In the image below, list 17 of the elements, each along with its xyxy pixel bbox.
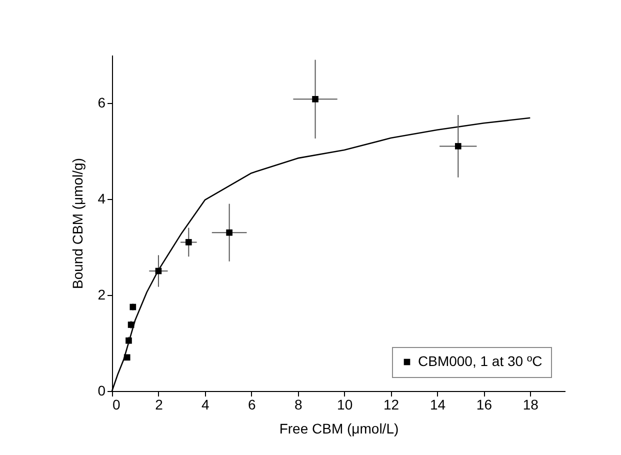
x-tick-label: 8 (294, 396, 302, 412)
x-tick-label: 6 (248, 396, 256, 412)
x-tick-label: 0 (112, 396, 120, 412)
y-tick-label: 2 (98, 286, 106, 302)
x-tick-label: 12 (383, 396, 400, 412)
y-tick-label: 6 (98, 94, 106, 110)
x-tick-label: 14 (430, 396, 446, 412)
x-tick-label: 16 (476, 396, 492, 412)
x-tick-label: 4 (202, 396, 210, 412)
x-tick-label: 18 (522, 396, 539, 412)
x-tick-label: 2 (155, 396, 164, 412)
legend-label: CBM000, 1 at 30 ºC (418, 353, 542, 369)
x-tick-label: 10 (337, 396, 353, 412)
y-tick-label: 0 (98, 382, 106, 398)
y-tick-label: 4 (98, 190, 106, 206)
x-axis-title: Free CBM (μmol/L) (279, 420, 399, 436)
y-axis-title: Bound CBM (μmol/g) (70, 158, 86, 289)
